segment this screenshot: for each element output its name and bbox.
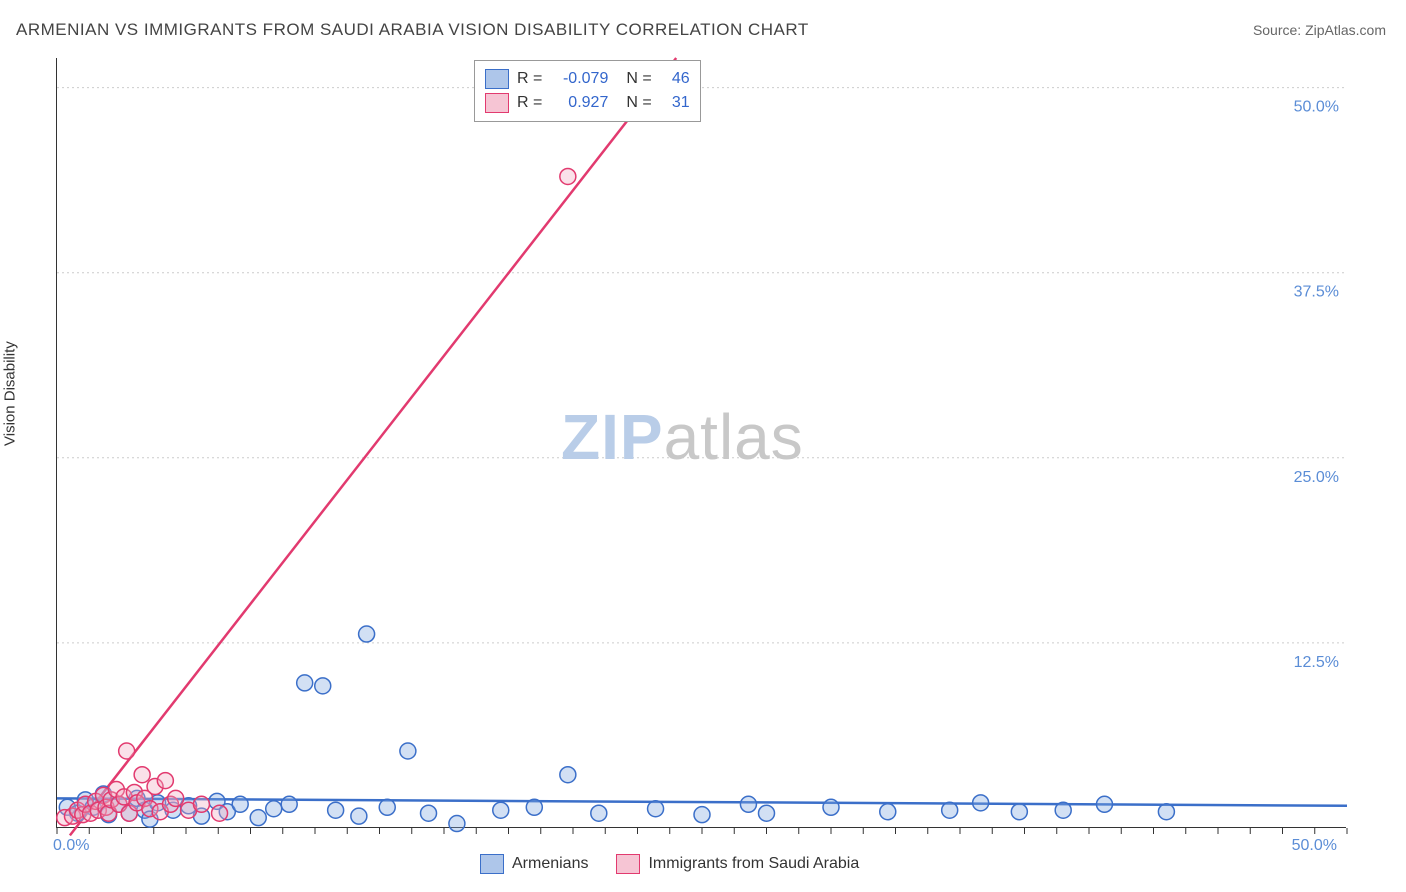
chart-title: ARMENIAN VS IMMIGRANTS FROM SAUDI ARABIA…	[16, 20, 809, 40]
data-point	[328, 802, 344, 818]
correlation-legend: R = -0.079 N = 46 R = 0.927 N = 31	[474, 60, 701, 122]
r-label: R =	[517, 67, 542, 91]
data-point	[973, 795, 989, 811]
legend-item: Immigrants from Saudi Arabia	[616, 854, 859, 874]
data-point	[266, 801, 282, 817]
n-value: 46	[660, 67, 690, 91]
data-point	[694, 807, 710, 823]
trend-line	[70, 58, 676, 835]
data-point	[119, 743, 135, 759]
legend-row: R = 0.927 N = 31	[485, 91, 690, 115]
legend-swatch	[485, 93, 509, 113]
data-point	[942, 802, 958, 818]
data-point	[880, 804, 896, 820]
legend-label: Immigrants from Saudi Arabia	[648, 855, 859, 873]
data-point	[449, 816, 465, 832]
data-point	[212, 805, 228, 821]
data-point	[193, 796, 209, 812]
data-point	[1055, 802, 1071, 818]
data-point	[591, 805, 607, 821]
data-point	[759, 805, 775, 821]
data-point	[1096, 796, 1112, 812]
data-point	[379, 799, 395, 815]
r-value: 0.927	[550, 91, 608, 115]
data-point	[168, 790, 184, 806]
data-point	[493, 802, 509, 818]
y-tick-label: 12.5%	[1294, 654, 1339, 671]
legend-item: Armenians	[480, 854, 588, 874]
data-point	[560, 767, 576, 783]
data-point	[560, 168, 576, 184]
y-tick-label: 37.5%	[1294, 284, 1339, 301]
source-label: Source: ZipAtlas.com	[1253, 22, 1386, 38]
legend-label: Armenians	[512, 855, 588, 873]
data-point	[134, 767, 150, 783]
data-point	[400, 743, 416, 759]
legend-row: R = -0.079 N = 46	[485, 67, 690, 91]
y-tick-label: 25.0%	[1294, 469, 1339, 486]
plot-area: 12.5%25.0%37.5%50.0%0.0%50.0% ZIPatlas	[56, 58, 1346, 828]
data-point	[1158, 804, 1174, 820]
data-point	[1011, 804, 1027, 820]
x-max-label: 50.0%	[1292, 837, 1337, 854]
data-point	[526, 799, 542, 815]
data-point	[421, 805, 437, 821]
data-point	[359, 626, 375, 642]
r-label: R =	[517, 91, 542, 115]
x-origin-label: 0.0%	[53, 837, 89, 854]
y-tick-label: 50.0%	[1294, 99, 1339, 116]
data-point	[281, 796, 297, 812]
n-label: N =	[626, 91, 651, 115]
n-label: N =	[626, 67, 651, 91]
data-point	[648, 801, 664, 817]
legend-swatch	[485, 69, 509, 89]
series-legend: Armenians Immigrants from Saudi Arabia	[480, 854, 859, 874]
plot-svg: 12.5%25.0%37.5%50.0%0.0%50.0%	[57, 58, 1347, 828]
data-point	[297, 675, 313, 691]
data-point	[157, 773, 173, 789]
legend-swatch	[480, 854, 504, 874]
data-point	[823, 799, 839, 815]
data-point	[740, 796, 756, 812]
n-value: 31	[660, 91, 690, 115]
data-point	[315, 678, 331, 694]
trend-line	[57, 798, 1347, 805]
data-point	[250, 810, 266, 826]
data-point	[232, 796, 248, 812]
data-point	[351, 808, 367, 824]
y-axis-label: Vision Disability	[2, 341, 19, 446]
legend-swatch	[616, 854, 640, 874]
r-value: -0.079	[550, 67, 608, 91]
